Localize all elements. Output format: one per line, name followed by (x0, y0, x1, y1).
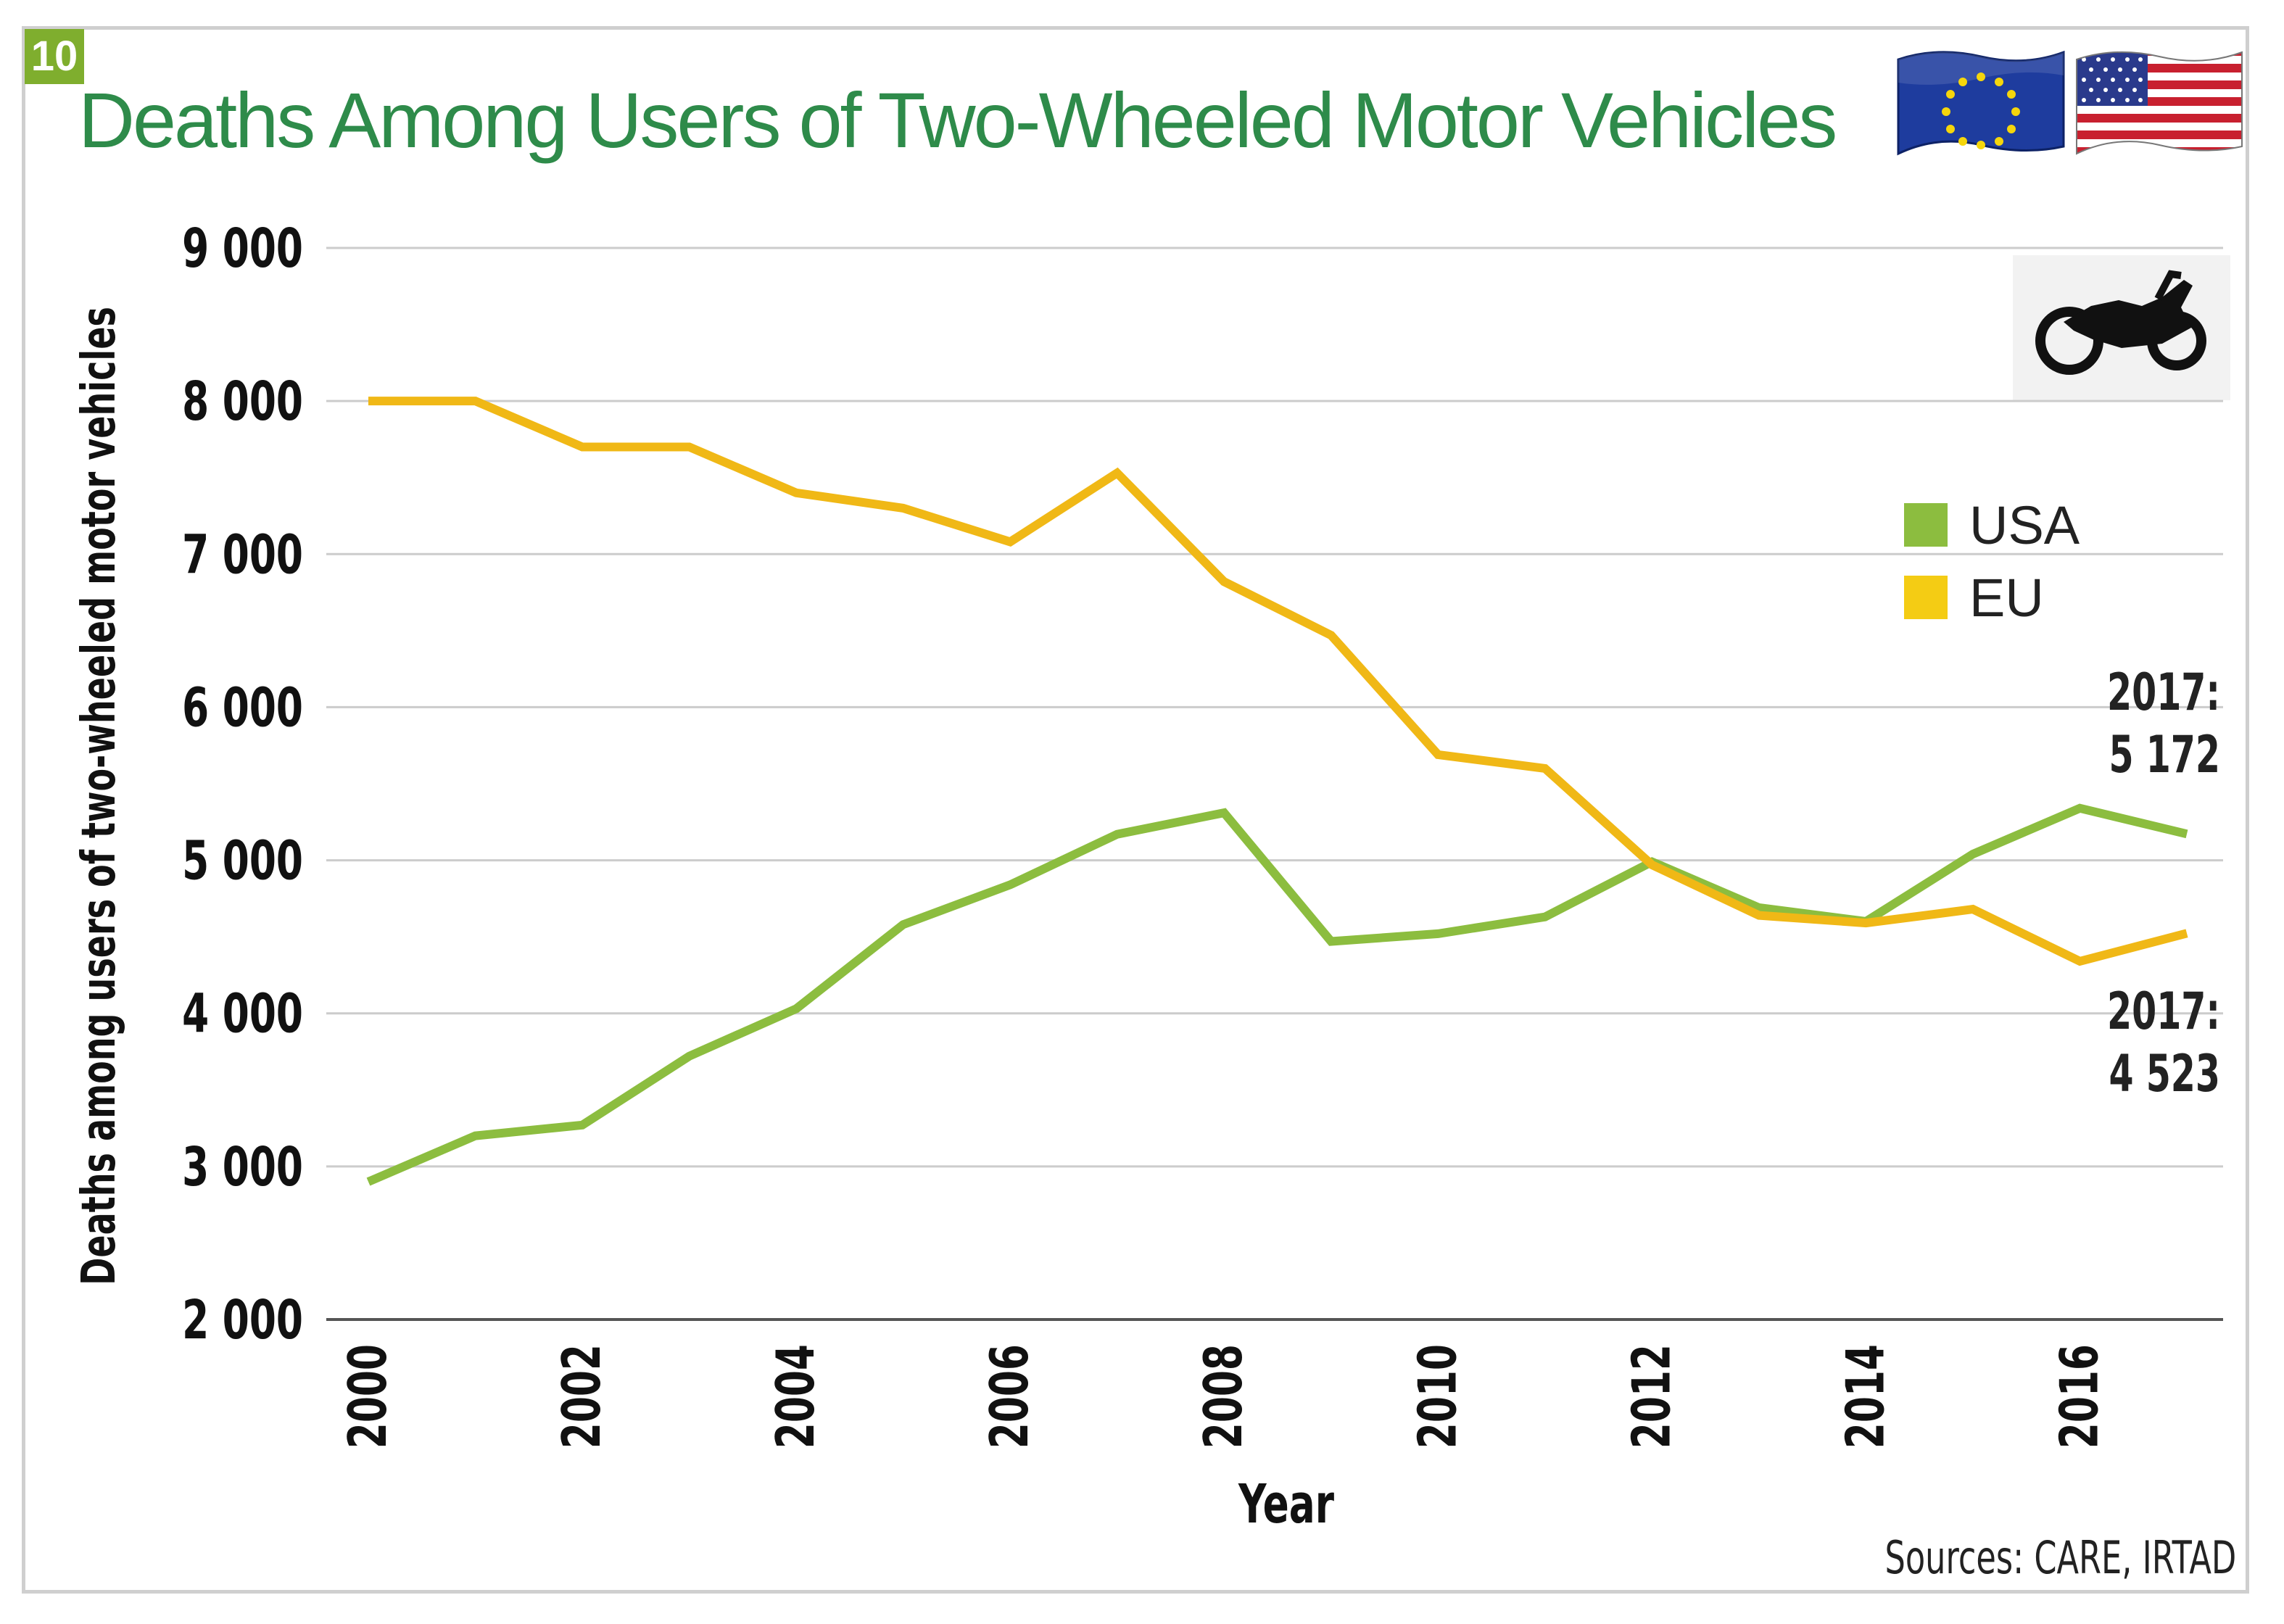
sources-note: Sources: CARE, IRTAD (1884, 1531, 2236, 1584)
eu-annotation-value: 4 523 (2109, 1044, 2220, 1103)
y-tick-label-9000: 9 000 (182, 218, 303, 280)
y-axis-title: Deaths among users of two-wheeled motor … (72, 307, 126, 1285)
motorcycle-icon (2013, 255, 2230, 400)
y-tick-label-4000: 4 000 (182, 983, 303, 1045)
y-tick-label-7000: 7 000 (182, 524, 303, 587)
y-tick-label-2000: 2 000 (182, 1289, 303, 1351)
usa-flag-icon (2076, 51, 2243, 155)
x-tick-label-2016: 2016 (2049, 1344, 2110, 1449)
y-tick-label-6000: 6 000 (182, 677, 303, 740)
chart-frame (22, 26, 2249, 1594)
usa-annotation-year: 2017: (2107, 663, 2220, 722)
legend-swatch-usa (1904, 503, 1948, 547)
usa-annotation-value: 5 172 (2109, 725, 2220, 784)
series-line-usa (366, 803, 2188, 1186)
legend-label-usa: USA (1969, 494, 2080, 555)
x-tick-label-2000: 2000 (337, 1344, 398, 1449)
x-tick-label-2014: 2014 (1835, 1344, 1896, 1449)
x-axis-title: Year (1238, 1473, 1334, 1536)
y-tick-label-5000: 5 000 (182, 830, 303, 892)
x-tick-label-2008: 2008 (1193, 1344, 1254, 1449)
figure-number-badge: 10 (25, 29, 84, 84)
x-tick-label-2002: 2002 (551, 1344, 612, 1449)
chart-title: Deaths Among Users of Two-Wheeled Motor … (78, 76, 1837, 164)
eu-flag-icon (1897, 50, 2065, 156)
usa-2017-annotation: 2017: 5 172 (2017, 661, 2220, 786)
eu-2017-annotation: 2017: 4 523 (2017, 980, 2220, 1105)
legend-item-usa: USA (1904, 489, 2080, 561)
chart-legend: USA EU (1904, 489, 2080, 634)
y-tick-label-3000: 3 000 (182, 1136, 303, 1198)
eu-annotation-year: 2017: (2107, 982, 2220, 1041)
y-tick-label-8000: 8 000 (182, 370, 303, 433)
legend-label-eu: EU (1969, 567, 2044, 628)
legend-item-eu: EU (1904, 561, 2080, 634)
x-tick-label-2012: 2012 (1621, 1344, 1682, 1449)
x-tick-label-2006: 2006 (980, 1344, 1040, 1449)
legend-swatch-eu (1904, 576, 1948, 619)
series-line-eu (368, 397, 2188, 966)
x-tick-label-2010: 2010 (1407, 1344, 1468, 1449)
x-tick-label-2004: 2004 (766, 1344, 827, 1449)
